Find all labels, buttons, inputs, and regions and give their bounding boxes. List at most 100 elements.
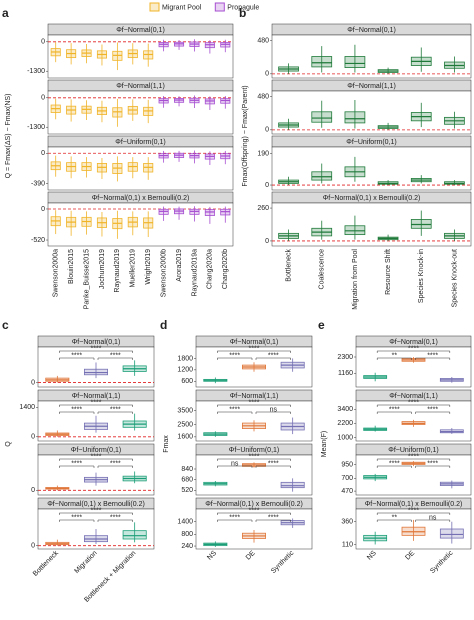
signif-label: **** <box>91 507 102 514</box>
y-tick-label: -1300 <box>27 68 45 75</box>
panel-label: c <box>2 318 9 332</box>
x-tick-label: Coalescence <box>319 249 326 290</box>
y-tick-label: 0 <box>265 71 269 78</box>
signif-bracket <box>415 411 451 414</box>
box <box>280 481 305 489</box>
signif-bracket <box>217 350 291 353</box>
x-tick-label: Blouin2015 <box>68 249 75 284</box>
facet-title: Φf~Normal(0,1) <box>116 27 165 34</box>
signif-bracket <box>97 519 133 522</box>
legend-label: Migrant Pool <box>162 4 202 11</box>
y-tick-label: 2200 <box>337 420 353 427</box>
y-tick-label: 480 <box>257 37 269 44</box>
x-tick-label: NS <box>206 550 218 562</box>
signif-bracket <box>376 411 412 414</box>
x-tick-label: Species Knock-in <box>418 249 425 303</box>
y-tick-label: -520 <box>31 237 45 244</box>
facet-title: Φf~Normal(1,1) <box>347 83 396 90</box>
signif-label: ns <box>231 460 239 467</box>
plot-area <box>195 454 313 496</box>
legend-swatch <box>214 2 225 12</box>
y-tick-label: -390 <box>31 181 45 188</box>
y-tick-label: -1300 <box>27 124 45 131</box>
y-tick-label: 480 <box>257 93 269 100</box>
plot-area <box>47 202 234 247</box>
facet-title: Φf~Normal(0,1) x Bernoulli(0.2) <box>205 501 303 508</box>
y-axis-label: Fmax(Offspring) − Fmax(Parent) <box>242 85 249 186</box>
y-tick-label: 0 <box>41 150 45 157</box>
box <box>439 528 464 539</box>
signif-label: ** <box>392 514 398 521</box>
facet-title: Φf~Normal(1,1) <box>116 83 165 90</box>
y-tick-label: 800 <box>181 531 193 538</box>
x-tick-label: Raynaud2019a <box>191 249 198 297</box>
signif-bracket <box>217 458 291 461</box>
facet-title: Φf~Normal(0,1) <box>347 27 396 34</box>
signif-bracket <box>59 404 133 407</box>
y-tick-label: 2300 <box>337 354 353 361</box>
signif-label: **** <box>408 507 419 514</box>
facet-title: Φf~Uniform(0,1) <box>229 447 280 454</box>
facet-title: Φf~Uniform(0,1) <box>346 139 397 146</box>
y-tick-label: 3500 <box>177 407 193 414</box>
box <box>344 111 366 124</box>
signif-bracket <box>59 357 95 360</box>
y-tick-label: 260 <box>257 205 269 212</box>
y-axis-label: Q = Fmax(ΔS) − Fmax(NS) <box>5 94 12 179</box>
y-tick-label: 520 <box>181 487 193 494</box>
signif-label: **** <box>110 514 121 521</box>
x-tick-label: Raynaud2019 <box>114 249 121 293</box>
y-tick-label: 950 <box>341 461 353 468</box>
signif-bracket <box>59 411 95 414</box>
x-tick-label: Chang2020b <box>222 249 229 289</box>
signif-bracket <box>59 465 95 468</box>
panel-label: e <box>318 318 325 332</box>
signif-label: ns <box>429 514 437 521</box>
signif-label: **** <box>408 399 419 406</box>
signif-label: **** <box>408 453 419 460</box>
box <box>122 530 147 540</box>
y-tick-label: 0 <box>41 39 45 46</box>
y-tick-label: 2500 <box>177 421 193 428</box>
signif-bracket <box>255 465 291 468</box>
y-tick-label: 470 <box>341 488 353 495</box>
signif-label: **** <box>268 352 279 359</box>
facet-title: Φf~Normal(0,1) x Bernoulli(0.2) <box>47 501 145 508</box>
y-tick-label: 0 <box>31 543 35 550</box>
signif-label: **** <box>408 345 419 352</box>
facet-title: Φf~Uniform(0,1) <box>71 447 122 454</box>
signif-bracket <box>415 519 451 522</box>
y-axis-label: Q <box>5 441 12 447</box>
y-tick-label: 360 <box>341 519 353 526</box>
plot-area <box>47 146 234 191</box>
x-tick-label: DE <box>404 550 416 562</box>
x-tick-label: Synthetic <box>270 549 296 575</box>
facet-title: Φf~Normal(0,1) <box>389 339 438 346</box>
legend-label: Propagule <box>227 4 259 11</box>
y-tick-label: 1400 <box>177 518 193 525</box>
signif-label: **** <box>389 406 400 413</box>
signif-label: **** <box>427 352 438 359</box>
facet-title: Φf~Normal(0,1) <box>230 339 279 346</box>
signif-label: **** <box>71 406 82 413</box>
signif-bracket <box>97 357 133 360</box>
facet-title: Φf~Normal(1,1) <box>389 393 438 400</box>
x-tick-label: DE <box>245 550 257 562</box>
signif-bracket <box>415 465 451 468</box>
x-tick-label: Panke_Buisse2015 <box>83 249 90 309</box>
signif-bracket <box>255 357 291 360</box>
x-tick-label: Bottleneck <box>32 549 60 577</box>
signif-label: **** <box>229 514 240 521</box>
box <box>311 111 333 123</box>
x-tick-label: Swenson2000a <box>53 249 60 297</box>
y-tick-label: 1000 <box>337 434 353 441</box>
signif-label: **** <box>110 352 121 359</box>
signif-bracket <box>376 404 451 407</box>
x-tick-label: Swenson2000b <box>160 249 167 297</box>
y-tick-label: 1400 <box>19 404 35 411</box>
x-tick-label: Wright2019 <box>145 249 152 285</box>
facet-title: Φf~Normal(0,1) x Bernoulli(0.2) <box>92 195 190 202</box>
box <box>344 56 366 68</box>
signif-label: **** <box>91 399 102 406</box>
